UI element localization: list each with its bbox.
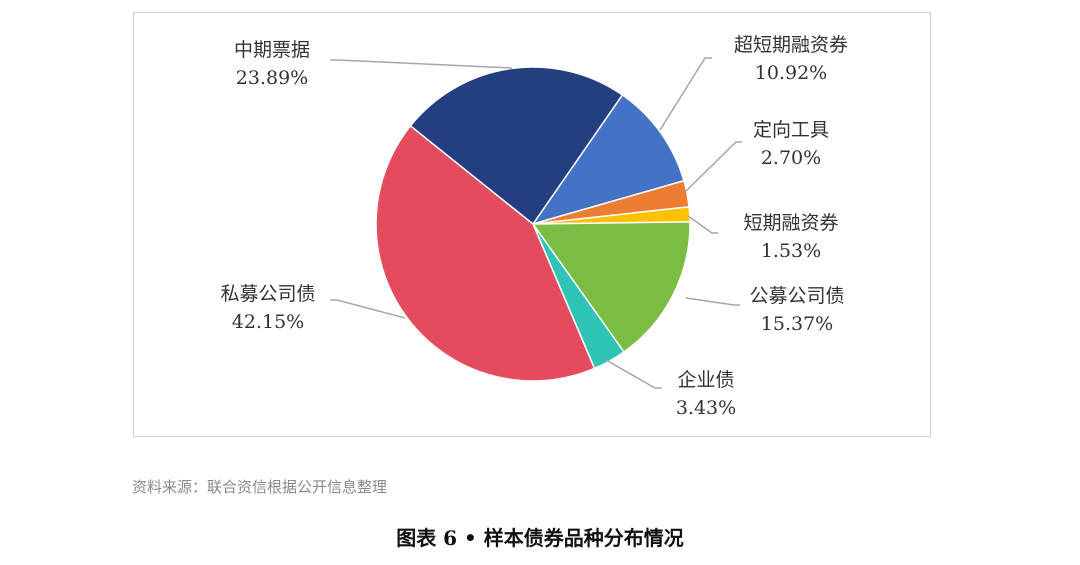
leader-line-6 bbox=[330, 59, 513, 69]
data-label: 私募公司债 42.15% bbox=[220, 280, 315, 336]
slice-name: 私募公司债 bbox=[220, 283, 316, 305]
pie-slice-5 bbox=[375, 124, 596, 382]
data-label: 中期票据 23.89% bbox=[234, 36, 310, 92]
slice-name: 超短期融资券 bbox=[733, 34, 849, 56]
slice-percent: 15.37% bbox=[760, 313, 834, 335]
leader-line-5 bbox=[330, 299, 406, 319]
figure-caption: 图表 6 • 样本债券品种分布情况 bbox=[396, 526, 684, 550]
slice-percent: 2.70% bbox=[760, 147, 822, 169]
source-note: 资料来源：联合资信根据公开信息整理 bbox=[132, 478, 388, 496]
leader-line-1 bbox=[684, 141, 742, 193]
slice-name: 短期融资券 bbox=[743, 212, 839, 234]
data-label: 短期融资券 1.53% bbox=[743, 209, 838, 265]
data-label: 超短期融资券 10.92% bbox=[734, 31, 848, 87]
data-label: 公募公司债 15.37% bbox=[749, 282, 844, 338]
slice-percent: 10.92% bbox=[754, 62, 828, 84]
slice-name: 企业债 bbox=[677, 369, 735, 391]
slice-percent: 23.89% bbox=[235, 67, 309, 89]
slice-percent: 1.53% bbox=[760, 240, 822, 262]
slice-percent: 3.43% bbox=[675, 397, 737, 419]
leader-line-4 bbox=[605, 359, 662, 389]
chart-frame bbox=[133, 12, 931, 437]
pie-slice-0 bbox=[531, 93, 685, 226]
slice-name: 公募公司债 bbox=[749, 285, 845, 307]
pie-slice-6 bbox=[409, 66, 624, 226]
leader-line-0 bbox=[659, 57, 712, 131]
slice-percent: 42.15% bbox=[231, 311, 305, 333]
leader-line-3 bbox=[685, 297, 740, 306]
data-label: 企业债 3.43% bbox=[676, 366, 736, 422]
leader-line-2 bbox=[687, 215, 718, 234]
pie-slice-3 bbox=[531, 221, 691, 353]
slice-name: 中期票据 bbox=[233, 39, 311, 61]
data-label: 定向工具 2.70% bbox=[753, 116, 829, 172]
slice-name: 定向工具 bbox=[752, 119, 830, 141]
